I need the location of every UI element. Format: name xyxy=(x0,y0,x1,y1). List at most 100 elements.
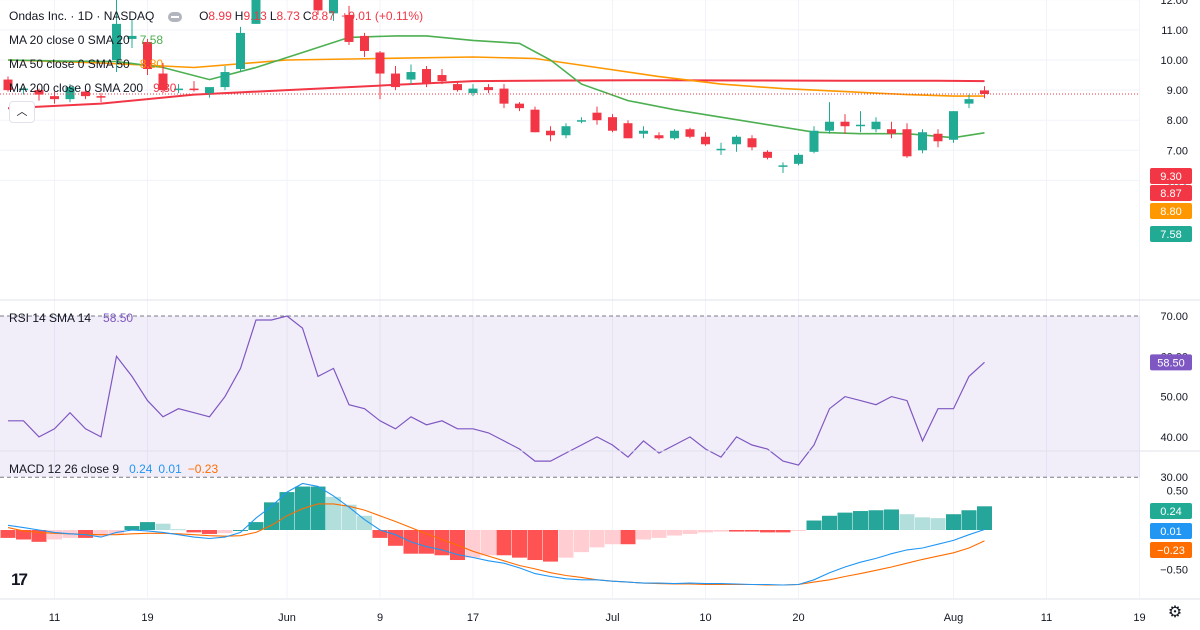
ohlc-value: 9.13 xyxy=(243,9,267,23)
macd-histogram-bar xyxy=(868,510,884,530)
macd-histogram-bar xyxy=(217,530,233,534)
macd-histogram-bar xyxy=(744,530,760,532)
macd-badge: 0.01 xyxy=(1160,526,1181,538)
macd-histogram-bar xyxy=(667,530,682,536)
candle-body xyxy=(902,129,912,157)
rsi-tick-label: 40.00 xyxy=(1160,432,1188,444)
candle-body xyxy=(81,91,90,97)
macd-histogram-bar xyxy=(713,530,729,532)
candle-body xyxy=(174,88,183,91)
ma-legend-label: MA 50 close 0 SMA 50 xyxy=(9,57,130,71)
macd-histogram-bar xyxy=(977,506,992,530)
macd-pane[interactable] xyxy=(0,482,993,586)
x-tick-label: 17 xyxy=(467,612,479,624)
price-badge: 9.30 xyxy=(1160,171,1181,183)
macd-histogram-bar xyxy=(465,530,481,558)
macd-histogram-bar xyxy=(310,486,326,530)
candle-body xyxy=(158,73,168,91)
macd-legend: MACD 12 26 close 9 0.24 0.01 −0.23 xyxy=(9,462,218,476)
candle-body xyxy=(65,87,75,100)
candle-body xyxy=(747,138,757,148)
sma200-line xyxy=(7,79,985,110)
ma-legend-value: 8.80 xyxy=(139,57,164,71)
candle-body xyxy=(453,84,462,91)
macd-histogram-bar xyxy=(93,530,109,537)
rsi-tick-label: 30.00 xyxy=(1160,472,1188,484)
rsi-pane[interactable] xyxy=(0,315,1140,478)
macd-histogram-bar xyxy=(527,530,543,561)
ma-legend-row[interactable]: MA 20 close 0 SMA 20 7.58 xyxy=(9,33,163,47)
gear-icon[interactable]: ⚙ xyxy=(1167,604,1183,621)
rsi-badge-bg xyxy=(1150,354,1192,371)
macd-histogram-bar xyxy=(884,509,899,530)
candle-body xyxy=(127,35,137,39)
macd-histogram-bar xyxy=(31,530,47,542)
candle-body xyxy=(437,75,447,82)
macd-histogram-bar xyxy=(0,530,16,538)
candle-body xyxy=(205,87,214,94)
candle-body xyxy=(220,72,230,88)
macd-histogram-bar xyxy=(388,530,403,546)
ohlc-value: 8.87 xyxy=(311,9,335,23)
candle-body xyxy=(313,0,323,11)
macd-legend-value: 0.01 xyxy=(158,462,182,476)
ma-legend-row[interactable]: MA 50 close 0 SMA 50 8.80 xyxy=(9,57,163,71)
macd-histogram-bar xyxy=(915,517,930,530)
ma-legend-row[interactable]: MA 200 close 0 SMA 200 9.30 xyxy=(9,81,176,95)
candle-body xyxy=(685,129,695,137)
macd-histogram-bar xyxy=(791,530,806,531)
ohlc-readout: O8.99 H9.13 L8.73 C8.87 xyxy=(199,9,338,23)
rsi-band xyxy=(0,316,1140,478)
chevron-up-icon[interactable]: ︿ xyxy=(9,101,35,123)
price-badge-bg xyxy=(1150,185,1192,201)
candle-body xyxy=(530,109,540,133)
macd-histogram-bar xyxy=(636,530,651,540)
ohlc-key: C xyxy=(302,9,312,23)
macd-histogram-bar xyxy=(620,530,636,545)
macd-legend-value: −0.23 xyxy=(187,462,219,476)
candle-body xyxy=(794,154,803,164)
x-tick-label: Jun xyxy=(278,612,296,624)
rsi-tick-label: 70.00 xyxy=(1160,311,1188,323)
ma-legend-label: MA 20 close 0 SMA 20 xyxy=(9,33,130,47)
macd-histogram-bar xyxy=(837,512,853,530)
candle-body xyxy=(871,121,881,130)
candle-body xyxy=(344,14,354,42)
rsi-value: 58.50 xyxy=(103,311,134,325)
ma-legend-value: 7.58 xyxy=(139,33,164,47)
candle-body xyxy=(3,79,13,91)
rsi-badge: 58.50 xyxy=(1157,357,1185,369)
price-badge-bg xyxy=(1150,226,1192,242)
macd-histogram-bar xyxy=(16,530,31,540)
candle-body xyxy=(608,117,617,131)
price-badge: 8.80 xyxy=(1160,206,1181,218)
candle-body xyxy=(949,111,958,140)
macd-histogram-bar xyxy=(729,530,744,532)
candle-body xyxy=(375,52,385,74)
candle-body xyxy=(778,165,788,167)
candle-body xyxy=(701,136,710,145)
symbol-title[interactable]: Ondas Inc. · 1D · NASDAQ xyxy=(9,9,155,23)
macd-histogram-bar xyxy=(806,520,822,530)
macd-histogram-bar xyxy=(961,510,977,530)
price-tick-label: 11.00 xyxy=(1161,25,1188,37)
price-badge-bg xyxy=(1150,168,1192,184)
candle-body xyxy=(143,41,152,70)
macd-histogram-bar xyxy=(775,530,791,533)
macd-values: 0.24 0.01 −0.23 xyxy=(119,462,218,476)
candle-body xyxy=(763,151,772,158)
candle-body xyxy=(189,88,199,91)
macd-badge-bg xyxy=(1150,542,1192,558)
candle-body xyxy=(19,88,28,91)
eye-icon[interactable] xyxy=(167,11,182,22)
ohlc-value: 8.99 xyxy=(208,9,232,23)
sma50-line xyxy=(7,56,985,97)
price-tick-label: 8.00 xyxy=(1167,115,1188,127)
macd-histogram-bar xyxy=(822,515,837,530)
rsi-tick-label: 50.00 xyxy=(1160,392,1188,404)
x-tick-label: Aug xyxy=(944,612,964,624)
candle-body xyxy=(515,103,524,109)
macd-histogram-bar xyxy=(651,530,667,538)
price-pane[interactable] xyxy=(0,0,1140,173)
